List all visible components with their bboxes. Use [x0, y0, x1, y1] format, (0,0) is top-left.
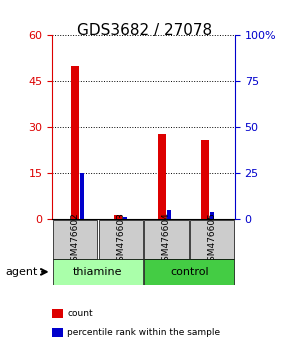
Bar — [210, 212, 215, 219]
Bar — [190, 220, 234, 259]
Bar — [123, 217, 128, 219]
Bar — [158, 133, 166, 219]
Bar — [71, 66, 79, 219]
Bar — [144, 259, 235, 285]
Bar — [114, 215, 122, 219]
Text: control: control — [170, 267, 209, 277]
Bar — [166, 210, 171, 219]
Text: agent: agent — [6, 267, 38, 277]
Bar — [53, 259, 143, 285]
Text: GSM476603: GSM476603 — [116, 212, 125, 267]
Bar — [144, 220, 188, 259]
Bar — [201, 140, 209, 219]
Bar — [99, 220, 143, 259]
Text: GDS3682 / 27078: GDS3682 / 27078 — [77, 23, 213, 38]
Text: count: count — [67, 309, 93, 318]
Text: GSM476604: GSM476604 — [162, 212, 171, 267]
Bar — [79, 173, 84, 219]
Bar — [53, 220, 97, 259]
Text: thiamine: thiamine — [73, 267, 123, 277]
Text: GSM476602: GSM476602 — [70, 212, 79, 267]
Text: percentile rank within the sample: percentile rank within the sample — [67, 328, 220, 337]
Text: GSM476605: GSM476605 — [208, 212, 217, 267]
